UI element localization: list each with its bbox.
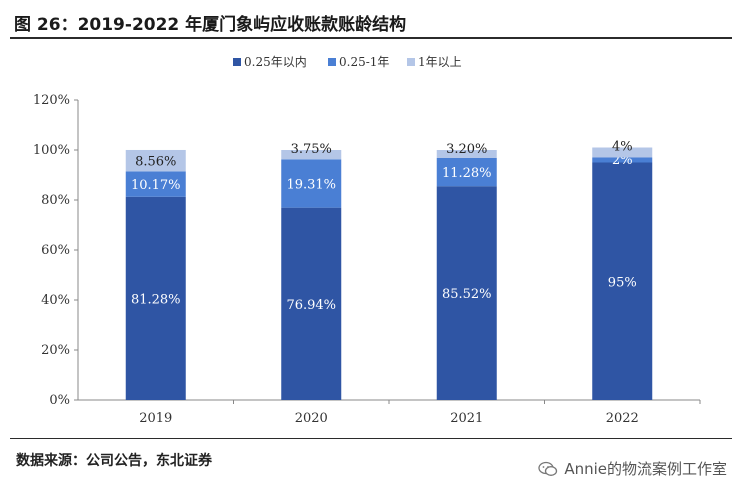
legend-swatch xyxy=(328,58,336,66)
bar-segment xyxy=(281,207,342,400)
bar-segment xyxy=(592,162,653,400)
data-label: 11.28% xyxy=(442,166,492,181)
data-label: 85.52% xyxy=(442,287,492,302)
data-label: 3.75% xyxy=(291,142,332,157)
x-tick-label: 2020 xyxy=(295,411,328,426)
watermark-text: Annie的物流案例工作室 xyxy=(564,460,727,478)
x-tick-label: 2022 xyxy=(606,411,639,426)
data-label: 81.28% xyxy=(131,292,181,307)
x-tick-label: 2019 xyxy=(139,411,172,426)
x-tick-label: 2021 xyxy=(450,411,483,426)
bar-segment xyxy=(125,149,186,172)
bar-segment xyxy=(592,157,653,163)
legend-swatch xyxy=(407,58,415,66)
stacked-bar-chart: 0.25年以内 0.25-1年 1年以上 0% 20% 40% 60% 80% 100% 120%… xyxy=(33,55,701,426)
y-tick-label: 80% xyxy=(41,193,70,208)
legend-label: 0.25年以内 xyxy=(244,55,307,69)
footer-divider xyxy=(10,438,732,439)
data-label: 76.94% xyxy=(286,298,336,313)
y-tick-label: 100% xyxy=(33,143,70,158)
data-label: 4% xyxy=(612,140,633,155)
watermark: Annie的物流案例工作室 xyxy=(538,458,727,479)
bar-segment xyxy=(281,150,342,160)
data-label: 10.17% xyxy=(131,178,181,193)
bar-segment xyxy=(436,186,497,400)
bar-segment xyxy=(281,159,342,208)
wechat-icon xyxy=(538,461,558,476)
legend-label: 1年以上 xyxy=(418,55,462,69)
data-label: 3.20% xyxy=(446,142,487,157)
bar-segment xyxy=(436,158,497,187)
legend-swatch xyxy=(233,58,241,66)
source-note: 数据来源：公司公告，东北证券 xyxy=(16,453,212,469)
y-tick-label: 0% xyxy=(49,393,70,408)
y-tick-label: 40% xyxy=(41,293,70,308)
bar-segment xyxy=(436,150,497,158)
bar-segment xyxy=(592,147,653,158)
data-label: 8.56% xyxy=(135,155,176,170)
y-tick-label: 20% xyxy=(41,343,70,358)
legend-label: 0.25-1年 xyxy=(339,55,389,69)
y-tick-label: 120% xyxy=(33,93,70,108)
bar-segment xyxy=(125,196,186,400)
title-divider xyxy=(10,37,732,39)
y-tick-label: 60% xyxy=(41,243,70,258)
page-title: 图 26：2019-2022 年厦门象屿应收账款账龄结构 xyxy=(14,15,407,35)
data-label: 19.31% xyxy=(286,178,336,193)
data-label: 95% xyxy=(608,275,637,290)
bar-segment xyxy=(125,171,186,197)
